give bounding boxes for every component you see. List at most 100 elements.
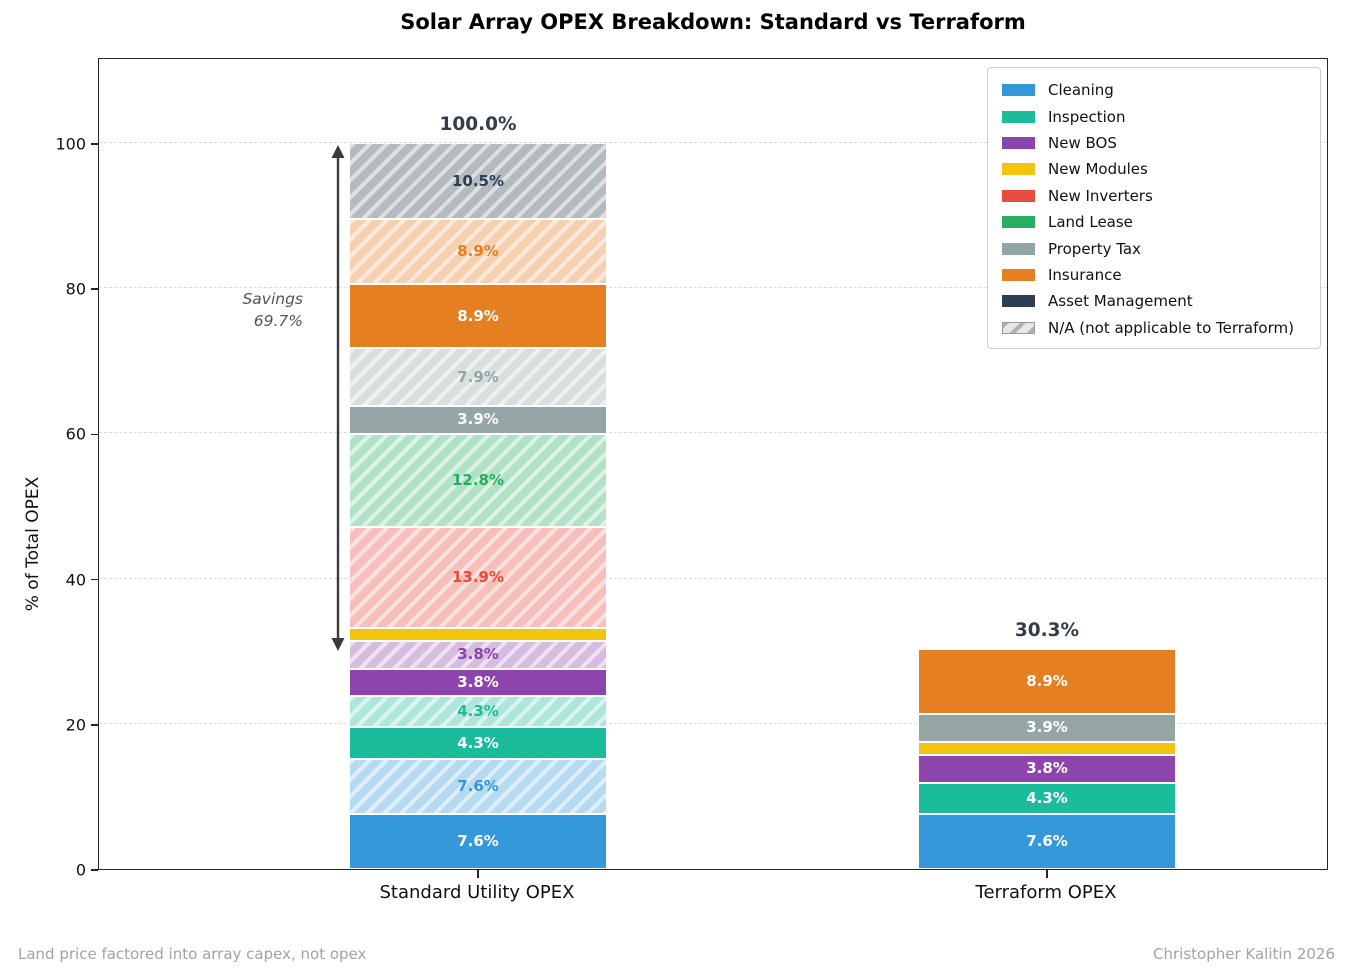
bar-total-label: 30.3% [1014, 620, 1080, 642]
segment-label: 7.6% [457, 831, 499, 850]
legend-item-new-bos: New BOS [1002, 130, 1310, 156]
y-tick-label-20: 20 [65, 715, 86, 735]
bar-segment-new-bos: 3.8% [350, 668, 606, 697]
x-tick-label-terraform-opex: Terraform OPEX [975, 882, 1117, 903]
bar-segment-new-inverters-na: 13.9% [350, 527, 606, 628]
legend-item-insurance: Insurance [1002, 262, 1310, 288]
y-tick-label-100: 100 [55, 134, 86, 154]
segment-label: 3.9% [1026, 718, 1068, 737]
legend-label: Inspection [1048, 107, 1126, 126]
legend-label: New Modules [1048, 160, 1148, 179]
segment-label: 7.6% [1026, 831, 1068, 850]
bar-segment-insurance: 8.9% [350, 283, 606, 349]
legend-item-inspection: Inspection [1002, 103, 1310, 129]
y-tick-mark [91, 433, 98, 436]
gridline-100 [99, 142, 1327, 143]
y-tick-mark [91, 869, 98, 871]
legend: Cleaning Inspection New BOS New Modules New … [987, 67, 1321, 349]
legend-swatch [1002, 110, 1035, 123]
bar-segment-property-tax: 3.9% [919, 713, 1175, 742]
bar-segment-land-lease-na: 12.8% [350, 434, 606, 528]
y-tick-label-60: 60 [65, 424, 86, 444]
segment-label: 7.6% [457, 776, 499, 795]
legend-label: Asset Management [1048, 292, 1193, 311]
segment-label: 12.8% [451, 471, 505, 490]
x-tick-mark [477, 870, 479, 878]
bar-segment-insurance-na: 8.9% [350, 219, 606, 284]
segment-label: 13.9% [451, 568, 505, 587]
legend-label: New BOS [1048, 133, 1117, 152]
legend-item-property-tax: Property Tax [1002, 235, 1310, 261]
x-tick-label-standard-utility-opex: Standard Utility OPEX [379, 882, 575, 903]
chart-title: Solar Array OPEX Breakdown: Standard vs … [400, 10, 1026, 34]
bar-segment-inspection: 4.3% [919, 782, 1175, 814]
segment-label: 4.3% [457, 702, 499, 721]
legend-label: Property Tax [1048, 239, 1141, 258]
legend-item-asset-management: Asset Management [1002, 288, 1310, 314]
bar-segment-cleaning: 7.6% [350, 813, 606, 869]
y-tick-mark [91, 724, 98, 726]
y-tick-mark [91, 288, 98, 290]
footer-note-left: Land price factored into array capex, no… [18, 945, 367, 963]
legend-swatch [1002, 136, 1035, 149]
bar-segment-inspection-na: 4.3% [350, 696, 606, 728]
gridline-60 [99, 432, 1327, 434]
legend-swatch [1002, 242, 1035, 255]
segment-label: 10.5% [451, 171, 505, 190]
segment-label: 3.8% [457, 645, 499, 664]
legend-item-n-a-not-applicable-to-terrafor: N/A (not applicable to Terraform) [1002, 315, 1310, 341]
gridline-40 [99, 577, 1327, 579]
segment-label: 3.8% [457, 672, 499, 691]
plot-area: 7.6% 7.6% 4.3% 4.3% 3.8% 3.8% 13.9% 12.8% 3.9% 7.… [98, 58, 1328, 870]
legend-label: N/A (not applicable to Terraform) [1048, 318, 1294, 337]
segment-label: 7.9% [457, 367, 499, 386]
gridline-80 [99, 287, 1327, 289]
y-tick-mark [91, 578, 98, 581]
legend-item-new-inverters: New Inverters [1002, 183, 1310, 209]
bar-segment-property-tax: 3.9% [350, 405, 606, 435]
legend-item-land-lease: Land Lease [1002, 209, 1310, 235]
legend-item-new-modules: New Modules [1002, 156, 1310, 182]
legend-label: New Inverters [1048, 186, 1153, 205]
segment-label: 4.3% [457, 733, 499, 752]
bar-segment-cleaning: 7.6% [919, 813, 1175, 869]
legend-label: Insurance [1048, 265, 1122, 284]
savings-label-line2: 69.7% [253, 312, 303, 330]
bar-segment-new-modules [919, 741, 1175, 756]
bar-segment-new-bos-na: 3.8% [350, 641, 606, 669]
bar-segment-new-modules [350, 627, 606, 642]
segment-label: 8.9% [457, 242, 499, 261]
bar-segment-property-tax-na: 7.9% [350, 348, 606, 406]
footer-credit-right: Christopher Kalitin 2026 [1153, 945, 1335, 963]
bar-standard-utility-opex: 7.6% 7.6% 4.3% 4.3% 3.8% 3.8% 13.9% 12.8% 3.9% 7.… [350, 57, 606, 869]
y-axis-label: % of Total OPEX [23, 476, 43, 612]
gridline-20 [99, 722, 1327, 724]
bar-segment-new-bos: 3.8% [919, 755, 1175, 783]
savings-arrow-icon [331, 145, 345, 652]
legend-label: Cleaning [1048, 81, 1114, 100]
segment-label: 8.9% [457, 306, 499, 325]
segment-label: 4.3% [1026, 788, 1068, 807]
x-tick-mark [1046, 870, 1048, 878]
savings-label-line1: Savings [242, 290, 303, 308]
legend-label: Land Lease [1048, 213, 1133, 232]
bar-total-label: 100.0% [439, 114, 517, 135]
legend-item-cleaning: Cleaning [1002, 77, 1310, 103]
y-tick-mark [91, 143, 98, 145]
legend-swatch [1002, 268, 1035, 281]
legend-swatch [1002, 189, 1035, 202]
segment-label: 8.9% [1026, 671, 1068, 690]
y-tick-label-40: 40 [65, 570, 86, 590]
bar-segment-inspection: 4.3% [350, 727, 606, 759]
bar-terraform-opex: 7.6% 4.3% 3.8% 3.9% 8.9% [919, 57, 1175, 869]
bar-segment-asset-management-na: 10.5% [350, 143, 606, 220]
legend-swatch [1002, 216, 1035, 229]
bar-segment-insurance: 8.9% [919, 649, 1175, 714]
y-tick-label-0: 0 [75, 860, 86, 880]
legend-swatch [1002, 84, 1035, 97]
segment-label: 3.8% [1026, 759, 1068, 778]
bar-segment-cleaning-na: 7.6% [350, 758, 606, 814]
y-tick-label-80: 80 [65, 279, 86, 299]
legend-swatch [1002, 163, 1035, 176]
